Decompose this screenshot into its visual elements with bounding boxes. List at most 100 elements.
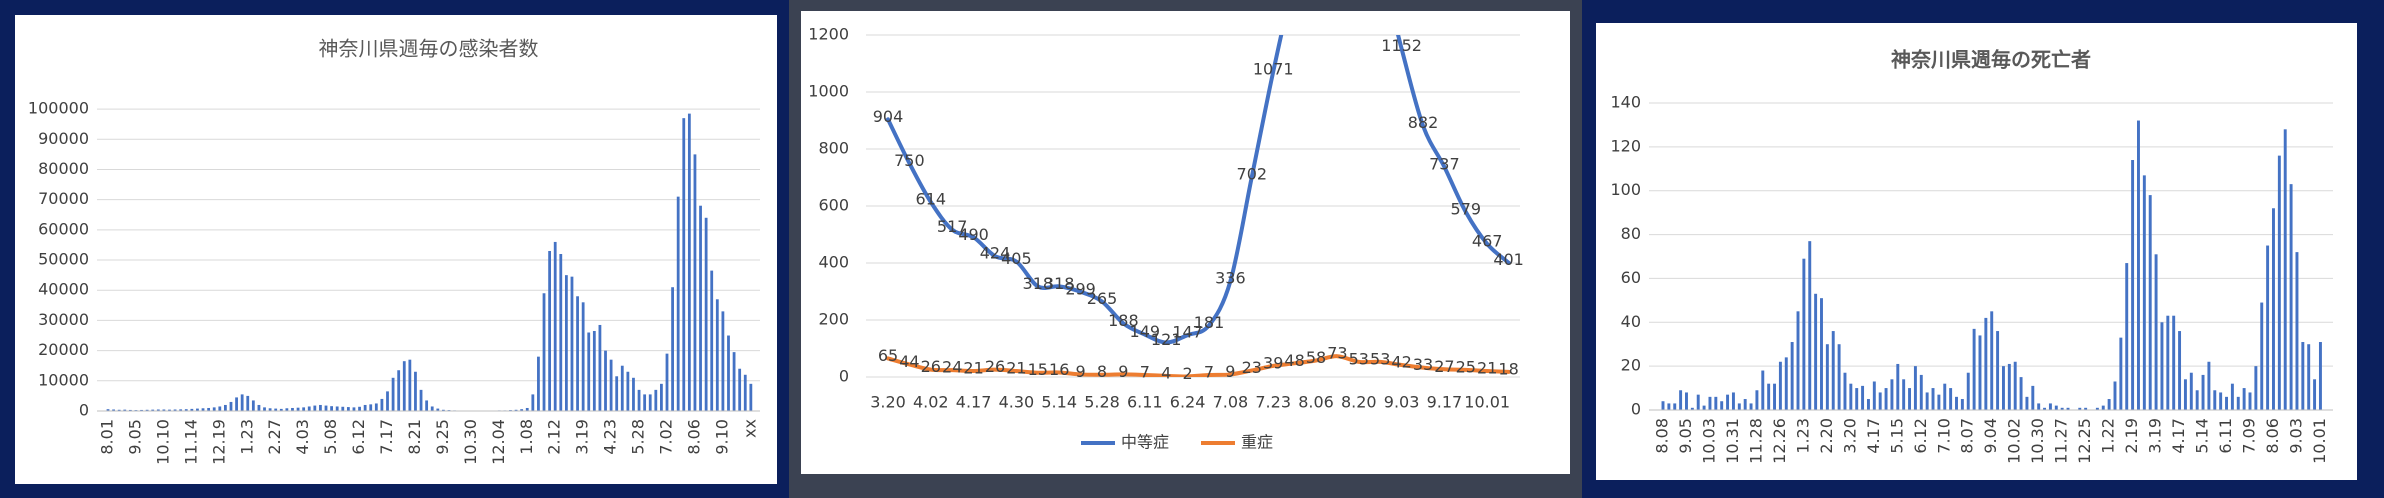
bar [2013,361,2017,410]
x-tick-label: 7.08 [1213,393,1249,412]
bar [2060,407,2064,410]
bar [2195,390,2199,410]
bar [537,356,540,411]
bar [223,404,227,411]
bar [324,405,328,411]
bar [1861,385,1865,410]
bar [1884,388,1888,410]
y-tick-label: 100000 [28,99,89,118]
bar [2189,372,2193,410]
data-label: 401 [1493,250,1524,269]
bar [2137,120,2140,411]
y-tick-label: 100 [1610,180,1641,199]
x-tick-label: 10.10 [153,419,172,465]
y-tick-label: 20000 [38,340,89,359]
y-tick-label: 1200 [808,25,849,44]
bar [1814,293,1818,410]
x-tick-label: 7.02 [657,419,676,455]
bar [1902,379,1906,410]
bar [313,405,317,411]
bar [257,404,261,411]
bar [704,217,708,411]
data-label: 21 [963,359,983,378]
x-tick-label: 7.17 [377,419,396,455]
bar [402,361,406,411]
bar [1802,258,1806,410]
bar [346,407,350,411]
x-tick-label: 8.20 [1341,393,1377,412]
data-label: 21 [1006,359,1026,378]
bar [2260,302,2264,410]
bar [2142,175,2146,410]
bar [1996,331,2000,410]
x-tick-label: 5.14 [1041,393,1077,412]
bar [2131,160,2135,410]
y-tick-label: 120 [1610,136,1641,155]
x-tick-label: 2.12 [545,419,564,455]
bar [2289,184,2293,410]
bar [2125,263,2129,410]
bar [727,335,730,411]
bar [2048,403,2052,410]
bar [2295,252,2299,410]
data-label: 7 [1204,363,1214,382]
data-label: 44 [899,352,919,371]
bar [156,409,160,411]
bar [363,404,367,411]
data-label: 299 [1065,279,1096,298]
data-label: 750 [894,151,925,170]
data-label: 181 [1194,313,1225,332]
data-label: 53 [1349,349,1369,368]
bar [2007,363,2011,410]
x-tick-label: 7.23 [1255,393,1291,412]
bar [212,407,216,411]
y-tick-label: 20 [1621,356,1641,375]
x-tick-label: 2.20 [1817,418,1836,454]
bar [268,408,272,411]
bar [660,383,663,411]
data-label: 15 [1028,360,1048,379]
y-tick-label: 80000 [38,159,89,178]
y-tick-label: 60000 [38,219,89,238]
y-tick-label: 40000 [38,280,89,299]
bar [1855,388,1859,410]
bar [2225,396,2228,410]
bar [2148,195,2152,410]
bar [693,154,697,411]
bar [386,391,389,411]
bar [128,409,132,411]
bar [2213,390,2217,410]
y-tick-label: 200 [818,310,849,329]
y-tick-label: 1000 [808,82,849,101]
data-label: 26 [985,357,1005,376]
y-tick-label: 0 [839,367,849,386]
y-tick-label: 70000 [38,189,89,208]
bar [1849,383,1853,410]
bar [1908,388,1912,410]
data-label: 149 [1130,322,1161,341]
bar [2277,155,2281,410]
bar [1673,403,1677,410]
bar [648,394,652,411]
bar [117,409,121,411]
bar [391,377,395,411]
x-tick-label: 5.15 [1887,418,1906,454]
bar [2266,245,2270,410]
data-label: 490 [958,225,989,244]
bar [374,403,378,411]
bar [414,371,417,411]
bar [553,241,557,411]
bar [643,394,647,411]
bar [1913,366,1917,410]
bar [1761,370,1765,410]
bar [1784,357,1788,410]
bar [598,324,602,411]
bar [1966,372,1970,410]
bar [419,389,423,411]
x-tick-label: 12.04 [489,419,508,465]
x-tick-label: 4.17 [1864,418,1883,454]
x-tick-label: 9.05 [125,419,144,455]
data-label: 9 [1118,362,1128,381]
bar [1866,399,1870,410]
